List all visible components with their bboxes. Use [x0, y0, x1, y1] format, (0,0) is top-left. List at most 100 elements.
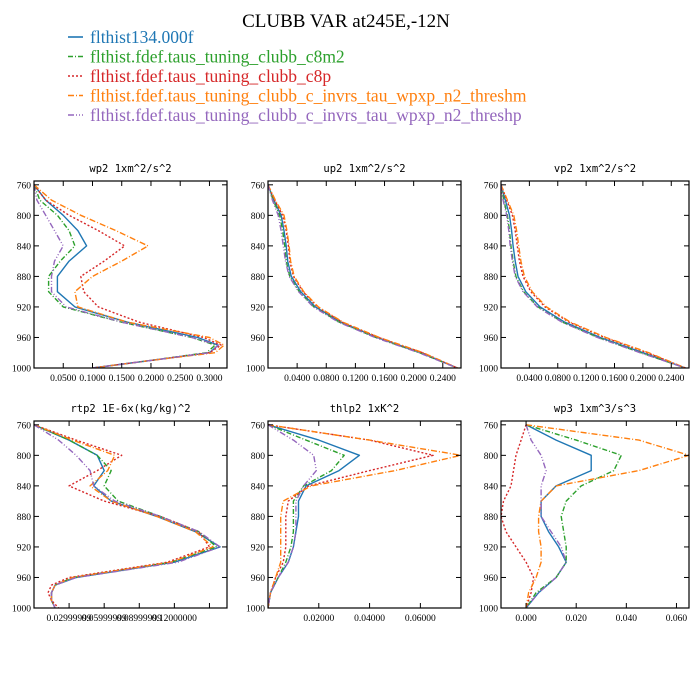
series-line [34, 184, 222, 368]
panel: thlp2 1xK^2 760 800 840 880 920 960 1000 0.02000… [246, 403, 462, 624]
x-tick-label: 0.1200 [342, 374, 368, 384]
series-group [268, 184, 458, 368]
y-tick-label: 840 [484, 242, 499, 252]
x-tick-label: 0.02999999 [47, 614, 92, 624]
x-tick-label: 0.1600 [601, 374, 627, 384]
y-tick-label: 760 [484, 421, 499, 431]
y-tick-label: 1000 [246, 605, 265, 615]
panel-title: thlp2 1xK^2 [330, 403, 400, 415]
panels: wp2 1xm^2/s^2 760 800 840 880 920 960 1000 0.050… [12, 163, 690, 624]
y-tick-label: 760 [17, 421, 32, 431]
y-tick-label: 920 [251, 303, 266, 313]
series-line [268, 424, 434, 608]
y-tick-label: 920 [251, 543, 266, 553]
x-tick-label: 0.2400 [430, 374, 456, 384]
y-tick-label: 840 [251, 482, 266, 492]
y-tick-label: 760 [17, 181, 32, 191]
series-line [268, 424, 361, 608]
x-tick-label: 0.0400 [516, 374, 542, 384]
series-line [268, 424, 461, 608]
y-tick-label: 760 [251, 421, 266, 431]
panel-frame [267, 180, 462, 369]
panel-frame [33, 180, 228, 369]
series-line [525, 424, 622, 608]
legend-label: flthist.fdef.taus_tuning_clubb_c_invrs_t… [90, 105, 522, 125]
y-tick-label: 960 [17, 574, 32, 584]
x-tick-label: 0.0800 [313, 374, 339, 384]
y-tick-label: 880 [484, 513, 499, 523]
y-tick-label: 880 [17, 513, 32, 523]
series-group [268, 424, 461, 608]
x-tick-label: 0.040 [616, 614, 638, 624]
series-line [268, 184, 458, 368]
x-tick-label: 0.02000 [303, 614, 334, 624]
panel: rtp2 1E-6x(kg/kg)^2 760 800 840 880 920 960 100… [12, 403, 228, 624]
panel-title: wp3 1xm^3/s^3 [554, 403, 636, 415]
y-tick-label: 840 [17, 482, 32, 492]
x-tick-label: 0.0800 [545, 374, 571, 384]
legend: flthist134.000fflthist.fdef.taus_tuning_… [68, 27, 527, 125]
y-tick-label: 960 [251, 334, 266, 344]
panel-frame [267, 420, 462, 609]
y-tick-label: 960 [484, 334, 499, 344]
y-tick-label: 1000 [479, 365, 498, 375]
x-tick-label: 0.000 [515, 614, 537, 624]
series-line [34, 424, 211, 608]
panel-title: wp2 1xm^2/s^2 [89, 163, 171, 175]
panel-frame [500, 180, 690, 369]
panel: vp2 1xm^2/s^2 760 800 840 880 920 960 1000 0.040… [479, 163, 690, 384]
x-tick-label: 0.2500 [167, 374, 193, 384]
legend-entry: flthist.fdef.taus_tuning_clubb_c_invrs_t… [68, 105, 522, 125]
y-tick-label: 880 [251, 513, 266, 523]
panel: wp2 1xm^2/s^2 760 800 840 880 920 960 1000 0.050… [12, 163, 228, 384]
series-line [34, 184, 225, 368]
x-tick-label: 0.05999999 [82, 614, 127, 624]
y-tick-label: 1000 [12, 605, 31, 615]
x-tick-label: 0.2000 [630, 374, 656, 384]
x-tick-label: 0.1200 [573, 374, 599, 384]
legend-entry: flthist.fdef.taus_tuning_clubb_c8m2 [68, 47, 345, 67]
series-line [34, 184, 219, 368]
panel: wp3 1xm^3/s^3 760 800 840 880 920 960 1000 0.000… [479, 403, 690, 624]
series-line [525, 424, 689, 608]
y-tick-label: 1000 [479, 605, 498, 615]
x-tick-label: 0.0500 [50, 374, 76, 384]
legend-entry: flthist.fdef.taus_tuning_clubb_c_invrs_t… [68, 86, 527, 106]
panel-title: rtp2 1E-6x(kg/kg)^2 [70, 403, 190, 415]
y-tick-label: 1000 [12, 365, 31, 375]
x-tick-label: 0.08999999 [117, 614, 162, 624]
y-tick-label: 920 [17, 543, 32, 553]
x-tick-label: 0.3000 [196, 374, 222, 384]
series-line [34, 424, 221, 608]
series-line [268, 184, 458, 368]
x-tick-label: 0.020 [566, 614, 588, 624]
y-tick-label: 800 [251, 212, 266, 222]
series-line [268, 424, 317, 608]
y-tick-label: 880 [484, 273, 499, 283]
y-tick-label: 840 [484, 482, 499, 492]
series-line [34, 424, 214, 608]
x-tick-label: 0.0400 [284, 374, 310, 384]
series-line [268, 184, 458, 368]
panel-frame [33, 420, 228, 609]
y-tick-label: 880 [17, 273, 32, 283]
panel-title: up2 1xm^2/s^2 [323, 163, 405, 175]
series-group [34, 424, 221, 608]
figure-title: CLUBB VAR at245E,-12N [242, 11, 450, 32]
legend-label: flthist134.000f [90, 27, 194, 47]
legend-label: flthist.fdef.taus_tuning_clubb_c8p [90, 66, 331, 86]
x-tick-label: 0.2400 [658, 374, 684, 384]
series-group [34, 184, 225, 368]
legend-entry: flthist134.000f [68, 27, 194, 47]
series-line [34, 184, 219, 368]
series-line [34, 424, 218, 608]
y-tick-label: 960 [484, 574, 499, 584]
y-tick-label: 840 [17, 242, 32, 252]
series-line [525, 424, 567, 608]
x-tick-label: 0.2000 [401, 374, 427, 384]
y-tick-label: 760 [484, 181, 499, 191]
y-tick-label: 800 [17, 212, 32, 222]
y-tick-label: 800 [484, 212, 499, 222]
y-tick-label: 800 [251, 452, 266, 462]
series-line [501, 424, 535, 608]
